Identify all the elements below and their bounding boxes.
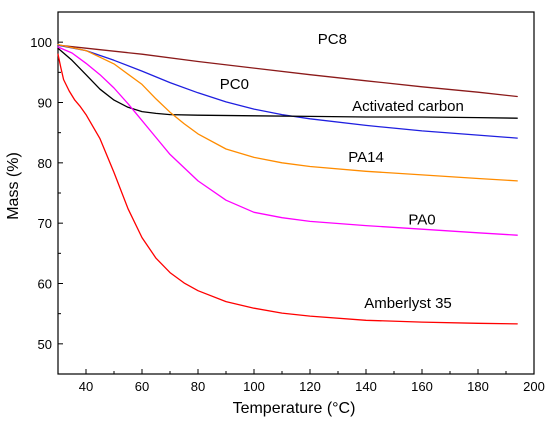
x-tick-label: 100 [243,379,265,394]
y-tick-label: 60 [38,277,52,292]
x-tick-label: 140 [355,379,377,394]
series-label-pc0: PC0 [220,76,249,93]
series-layer [57,43,518,325]
y-tick-label: 90 [38,96,52,111]
series-label-amberlyst-35: Amberlyst 35 [364,295,452,312]
y-axis: 50 60 70 80 90 100 [30,11,63,375]
y-tick-label: 70 [38,216,52,231]
y-tick-label: 50 [38,337,52,352]
series-line-activated-carbon [57,47,518,119]
series-line-amberlyst-35 [57,53,518,325]
x-axis: 40 60 80 100 120 140 160 180 200 [57,369,545,394]
y-tick-label: 80 [38,156,52,171]
series-label-pa14: PA14 [348,149,384,166]
x-tick-label: 180 [467,379,489,394]
y-tick-label: 100 [30,35,52,50]
series-line-pc8 [57,44,518,98]
x-axis-title: Temperature (°C) [233,400,356,417]
series-labels: PC8 PC0 Activated carbon PA14 PA0 Amberlyst 3… [220,31,464,312]
series-label-activated-carbon: Activated carbon [352,98,464,115]
x-tick-label: 160 [411,379,433,394]
series-label-pa0: PA0 [408,211,435,228]
x-tick-label: 80 [191,379,205,394]
series-label-pc8: PC8 [318,31,347,48]
y-axis-title: Mass (%) [5,152,22,220]
plot-area: 40 60 80 100 120 140 160 180 200 50 60 70 80 90 100 P… [30,11,545,394]
series-line-pa14 [57,43,518,182]
x-tick-label: 60 [135,379,149,394]
series-line-pa0 [57,46,518,236]
x-tick-label: 200 [523,379,545,394]
x-tick-label: 40 [79,379,93,394]
x-tick-label: 120 [299,379,321,394]
series-line-pc0 [57,44,518,139]
